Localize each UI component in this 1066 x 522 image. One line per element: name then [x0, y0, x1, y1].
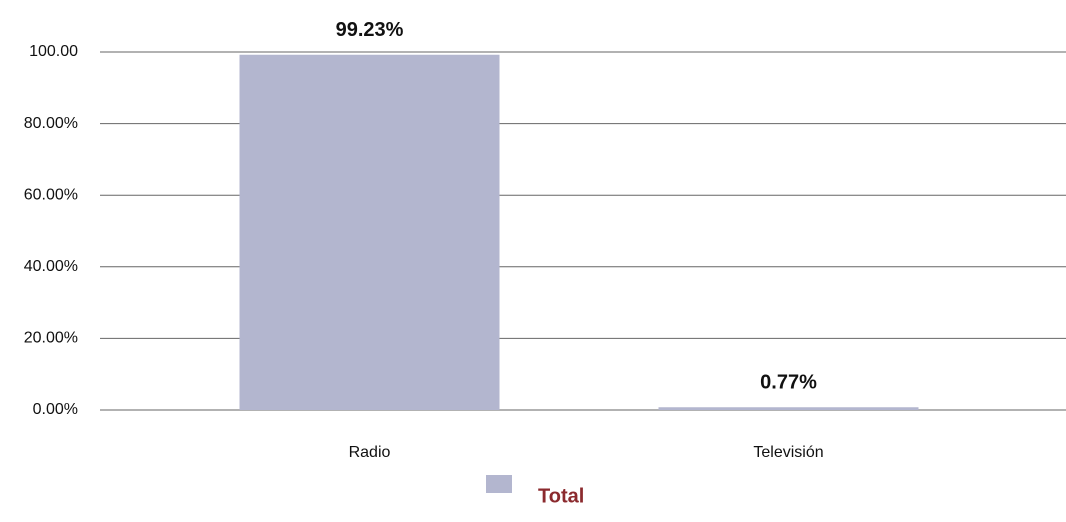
y-tick-label: 60.00%: [24, 186, 78, 203]
y-tick-label: 40.00%: [24, 258, 78, 275]
bar: [658, 407, 919, 410]
legend-swatch: [486, 475, 512, 493]
x-tick-label: Televisión: [753, 444, 823, 461]
value-label: 99.23%: [336, 19, 404, 41]
y-tick-label: 80.00%: [24, 115, 78, 132]
y-tick-label: 100.00: [29, 43, 78, 60]
bar: [239, 54, 500, 411]
value-label: 0.77%: [760, 372, 817, 394]
legend-label: Total: [538, 485, 584, 507]
y-tick-label: 20.00%: [24, 330, 78, 347]
y-tick-label: 0.00%: [33, 401, 78, 418]
x-tick-label: Radio: [349, 444, 391, 461]
